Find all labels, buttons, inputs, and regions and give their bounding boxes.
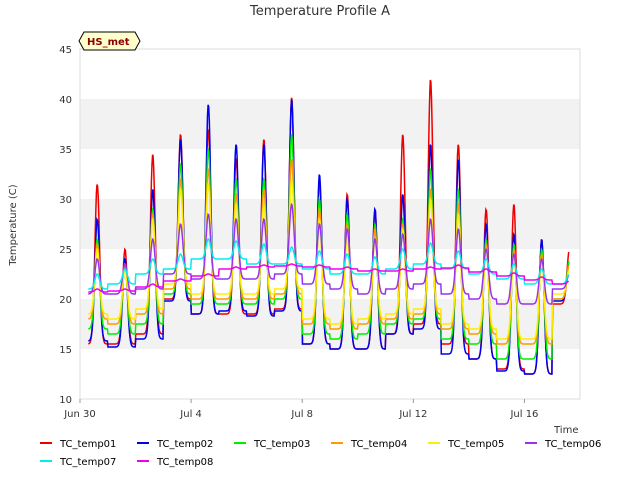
- y-axis: 10 15 20 25 30 35 40 45: [59, 45, 72, 406]
- legend-item: TC_temp05: [428, 439, 504, 450]
- legend-label: TC_temp03: [253, 439, 310, 450]
- legend-item: TC_temp06: [525, 439, 601, 450]
- series-lines: [88, 79, 570, 375]
- grid-band: [80, 349, 580, 399]
- x-axis-label: Time: [553, 425, 578, 436]
- grid-bands: [80, 49, 580, 399]
- legend-item: TC_temp08: [137, 457, 213, 468]
- y-tick-label: 40: [59, 95, 72, 106]
- y-tick-label: 35: [59, 145, 72, 156]
- hs-met-label: HS_met: [87, 37, 130, 48]
- y-tick-label: 10: [59, 395, 72, 406]
- legend-label: TC_temp08: [156, 457, 213, 468]
- plot-frame: [79, 48, 581, 400]
- y-axis-label: Temperature (C): [8, 184, 19, 266]
- x-axis: Jun 30 Jul 4 Jul 8 Jul 12 Jul 16: [63, 399, 538, 420]
- x-tick-label: Jul 8: [290, 409, 313, 420]
- x-tick-label: Jul 16: [509, 409, 538, 420]
- legend-label: TC_temp07: [59, 457, 116, 468]
- legend-label: TC_temp05: [447, 439, 504, 450]
- chart-title: Temperature Profile A: [249, 4, 390, 19]
- legend-item: TC_temp07: [40, 457, 116, 468]
- legend-label: TC_temp02: [156, 439, 213, 450]
- legend-item: TC_temp01: [40, 439, 116, 450]
- hs-met-box: [78, 31, 141, 51]
- legend-label: TC_temp06: [544, 439, 601, 450]
- legend-item: TC_temp03: [234, 439, 310, 450]
- y-tick-label: 30: [59, 195, 72, 206]
- x-tick-label: Jul 12: [398, 409, 427, 420]
- legend-label: TC_temp01: [59, 439, 116, 450]
- x-tick-label: Jun 30: [63, 409, 96, 420]
- y-tick-label: 15: [59, 345, 72, 356]
- y-tick-label: 20: [59, 295, 72, 306]
- legend-item: TC_temp04: [331, 439, 407, 450]
- y-tick-label: 25: [59, 245, 72, 256]
- legend-label: TC_temp04: [350, 439, 407, 450]
- grid-band: [80, 99, 580, 149]
- hs-met-annotation: HS_met: [78, 31, 141, 51]
- x-tick-label: Jul 4: [179, 409, 202, 420]
- grid-band: [80, 149, 580, 199]
- series-line-TC_temp05: [88, 176, 570, 340]
- grid-band: [80, 49, 580, 99]
- series-line-TC_temp07: [88, 238, 570, 290]
- legend-item: TC_temp02: [137, 439, 213, 450]
- grid-band: [80, 199, 580, 249]
- y-tick-label: 45: [59, 45, 72, 56]
- series-line-TC_temp08: [88, 263, 570, 293]
- legend: TC_temp01 TC_temp02 TC_temp03 TC_temp04 TC_t…: [40, 439, 601, 468]
